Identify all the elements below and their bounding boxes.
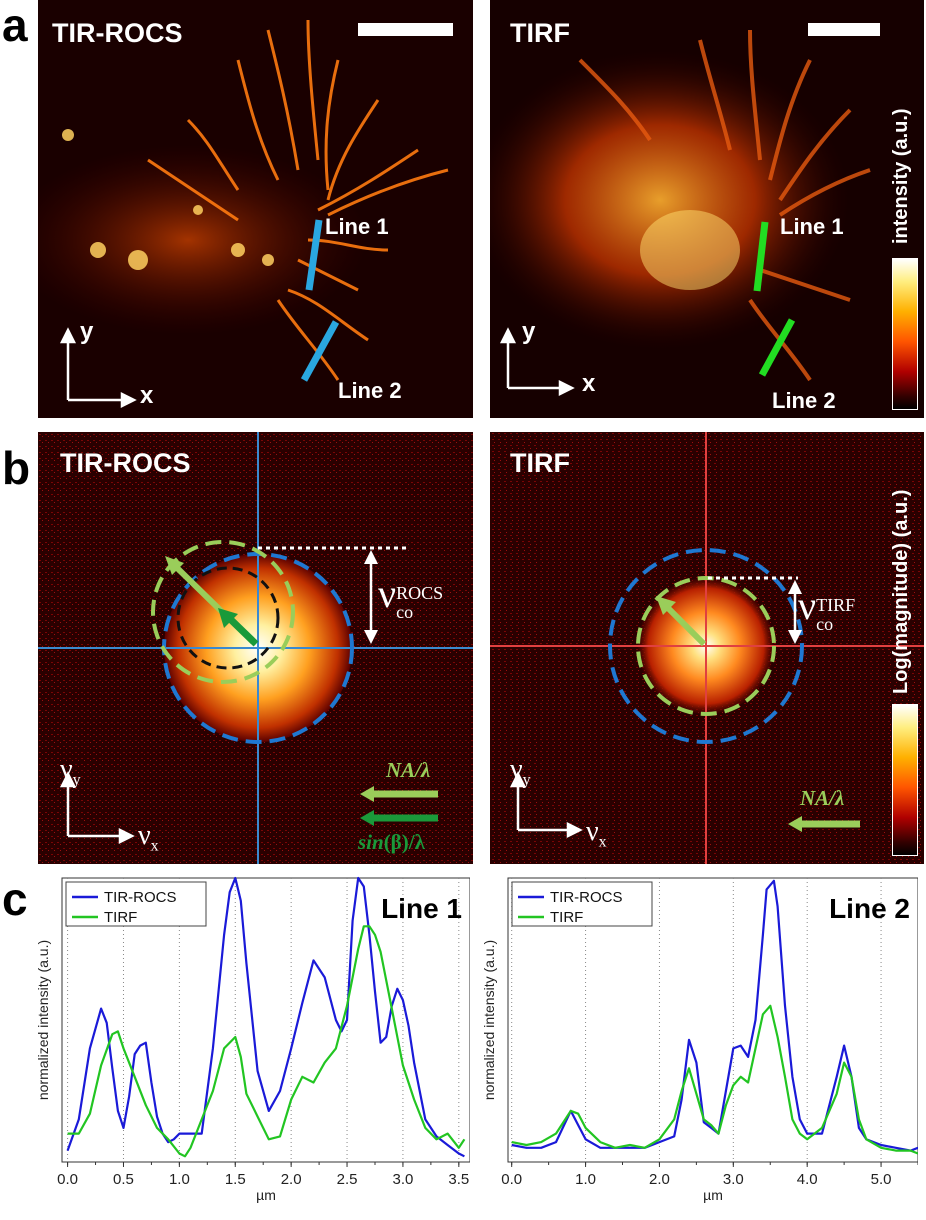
- vco-symbol: ν: [378, 571, 397, 616]
- x-tick-label: 2.0: [649, 1171, 670, 1188]
- y-axis-label: y: [522, 318, 536, 345]
- line2-label: Line 2: [772, 388, 836, 413]
- tirrocs-image-graphic: [38, 0, 473, 418]
- y-axis-label: y: [80, 318, 94, 345]
- nu-y-sub: y: [72, 771, 81, 789]
- tirf-image-panel: TIRF Line 1 Line 2 y x intensity (a.u.): [490, 0, 924, 418]
- vco-sub: co: [816, 614, 834, 635]
- tirf-image-graphic: [490, 0, 924, 418]
- vco-rocs-label: ν ROCS co: [378, 570, 443, 622]
- tirrocs-fourier-title: TIR-ROCS: [60, 448, 191, 478]
- x-tick-label: 1.0: [575, 1171, 596, 1188]
- x-tick-label: 0.0: [57, 1171, 78, 1188]
- legend: TIR-ROCS TIRF: [65, 881, 207, 927]
- vco-sub: co: [396, 602, 414, 623]
- x-tick-label: 2.0: [281, 1171, 302, 1188]
- legend-box: [511, 881, 653, 927]
- sin-label-pre: sin: [358, 830, 384, 854]
- sin-label-post: (β)/λ: [383, 830, 425, 854]
- vco-sup: TIRF: [816, 595, 856, 616]
- scale-bar: [808, 23, 880, 36]
- intensity-colorbar: [892, 258, 918, 410]
- nu-x-symbol: ν: [138, 820, 151, 851]
- scale-bar: [358, 23, 453, 36]
- y-axis-label: normalized intensity (a.u.): [35, 940, 51, 1100]
- x-axis-label: x: [140, 382, 154, 409]
- panel-label-a: a: [2, 0, 28, 51]
- legend: TIR-ROCS TIRF: [511, 881, 653, 927]
- x-axis-label: µm: [256, 1187, 276, 1203]
- nu-x-sub: x: [598, 833, 607, 851]
- line2-profile-chart: 0.0 1.0 2.0 3.0 4.0 5.0 µm normalized intensity…: [481, 877, 918, 1203]
- nu-y-symbol: ν: [60, 754, 73, 785]
- x-tick-label: 0.0: [501, 1171, 522, 1188]
- x-axis-label: µm: [703, 1187, 723, 1203]
- nu-x-axis-label: νx: [586, 816, 607, 852]
- line1-label: Line 1: [325, 214, 389, 239]
- tirrocs-image-panel: TIR-ROCS Line 1 Line 2 y x: [38, 0, 473, 418]
- nu-x-symbol: ν: [586, 816, 599, 847]
- vco-sub-sup: ROCS co: [396, 584, 443, 622]
- line1-label: Line 1: [780, 214, 844, 239]
- x-tick-label: 4.0: [797, 1171, 818, 1188]
- chart-title: Line 2: [829, 893, 910, 924]
- vco-sup: ROCS: [396, 583, 444, 604]
- x-tick-label: 1.5: [225, 1171, 246, 1188]
- y-axis-label: normalized intensity (a.u.): [481, 940, 497, 1100]
- x-tick-label: 5.0: [871, 1171, 892, 1188]
- panel-label-c: c: [2, 873, 28, 925]
- series-line-tir-rocs: [511, 879, 918, 1152]
- na-lambda-label: NA/λ: [386, 758, 431, 782]
- nu-x-axis-label: νx: [138, 820, 159, 856]
- nu-y-symbol: ν: [510, 754, 523, 785]
- x-tick-label: 3.5: [448, 1171, 469, 1188]
- log-magnitude-colorbar: [892, 704, 918, 856]
- line2-label: Line 2: [338, 378, 402, 403]
- x-tick-label: 3.0: [393, 1171, 414, 1188]
- chart-title: Line 1: [381, 893, 462, 924]
- nu-y-axis-label: νy: [60, 754, 81, 790]
- x-axis-label: x: [582, 370, 596, 397]
- sin-beta-lambda-label: sin(β)/λ: [358, 830, 425, 855]
- legend-label: TIRF: [104, 909, 137, 926]
- vco-sub-sup: TIRF co: [816, 596, 855, 634]
- intensity-colorbar-label: intensity (a.u.): [890, 108, 912, 244]
- tirf-fourier-title: TIRF: [510, 448, 570, 478]
- legend-label: TIR-ROCS: [550, 889, 623, 906]
- tirf-title: TIRF: [510, 18, 570, 48]
- vco-tirf-label: ν TIRF co: [798, 582, 855, 634]
- x-tick-label: 3.0: [723, 1171, 744, 1188]
- legend-label: TIRF: [550, 909, 583, 926]
- nu-y-axis-label: νy: [510, 754, 531, 790]
- panel-label-b: b: [2, 442, 31, 494]
- legend-label: TIR-ROCS: [104, 889, 177, 906]
- series-line-tirf: [511, 1004, 918, 1155]
- log-magnitude-colorbar-label: Log(magnitude) (a.u.): [890, 489, 912, 694]
- tirrocs-fourier-graphic: [38, 432, 473, 864]
- series-line-tirf: [67, 925, 466, 1158]
- x-tick-label: 0.5: [113, 1171, 134, 1188]
- legend-box: [65, 881, 207, 927]
- na-lambda-label: NA/λ: [800, 786, 845, 810]
- x-tick-label: 1.0: [169, 1171, 190, 1188]
- series-line-tir-rocs: [66, 876, 465, 1158]
- tirrocs-fourier-panel: TIR-ROCS ν ROCS co NA/λ sin(β)/λ νy νx: [38, 432, 473, 864]
- line1-profile-chart: 0.0 0.5 1.0 1.5 2.0 2.5 3.0 3.5 µm normalized int…: [35, 876, 470, 1203]
- nu-x-sub: x: [150, 837, 159, 855]
- tirrocs-title: TIR-ROCS: [52, 18, 183, 48]
- tirf-fourier-graphic: [490, 432, 924, 864]
- vco-symbol: ν: [798, 583, 817, 628]
- nu-y-sub: y: [522, 771, 531, 789]
- tirf-fourier-panel: TIRF ν TIRF co NA/λ νy νx Log(magnitude) (…: [490, 432, 924, 864]
- x-tick-label: 2.5: [337, 1171, 358, 1188]
